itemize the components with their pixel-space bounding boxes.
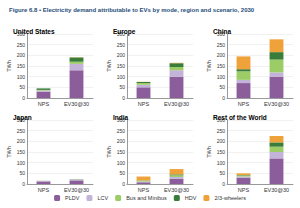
svg-text:India: India (113, 114, 129, 121)
svg-text:EV30@30: EV30@30 (264, 187, 289, 193)
svg-text:100: 100 (17, 160, 26, 166)
svg-text:250: 250 (117, 42, 126, 48)
svg-text:NPS: NPS (138, 187, 150, 193)
svg-text:250: 250 (217, 128, 226, 134)
svg-text:TWh: TWh (106, 60, 112, 72)
svg-text:EV30@30: EV30@30 (164, 101, 189, 107)
svg-text:200: 200 (17, 52, 26, 58)
svg-text:100: 100 (117, 160, 126, 166)
svg-text:TWh: TWh (206, 146, 212, 158)
svg-text:NPS: NPS (238, 101, 250, 107)
svg-text:Europe: Europe (113, 28, 136, 36)
svg-text:EV30@30: EV30@30 (264, 101, 289, 107)
svg-text:China: China (213, 28, 231, 35)
svg-text:250: 250 (17, 128, 26, 134)
svg-text:50: 50 (119, 170, 125, 176)
svg-text:100: 100 (117, 74, 126, 80)
svg-text:200: 200 (217, 138, 226, 144)
svg-text:0: 0 (222, 95, 225, 101)
svg-text:TWh: TWh (6, 60, 12, 72)
svg-text:150: 150 (217, 149, 226, 155)
svg-text:PLDV: PLDV (65, 195, 80, 201)
svg-text:LCV: LCV (97, 195, 108, 201)
svg-text:0: 0 (222, 181, 225, 187)
svg-text:50: 50 (119, 84, 125, 90)
svg-text:250: 250 (217, 42, 226, 48)
svg-text:NPS: NPS (38, 101, 50, 107)
svg-text:HDV: HDV (185, 195, 197, 201)
svg-text:150: 150 (217, 63, 226, 69)
svg-text:200: 200 (17, 138, 26, 144)
svg-text:NPS: NPS (138, 101, 150, 107)
svg-text:Figure 6.8 • Electricity deman: Figure 6.8 • Electricity demand attribut… (9, 7, 255, 13)
svg-text:EV30@30: EV30@30 (164, 187, 189, 193)
svg-text:EV30@30: EV30@30 (64, 187, 89, 193)
svg-text:150: 150 (117, 149, 126, 155)
svg-text:Japan: Japan (13, 114, 32, 122)
svg-text:100: 100 (217, 160, 226, 166)
svg-text:TWh: TWh (206, 60, 212, 72)
svg-text:250: 250 (117, 128, 126, 134)
svg-text:2/3-wheelers: 2/3-wheelers (214, 195, 246, 201)
svg-text:250: 250 (17, 42, 26, 48)
svg-text:Bus and Minibus: Bus and Minibus (126, 195, 167, 201)
svg-text:200: 200 (217, 52, 226, 58)
svg-text:50: 50 (219, 170, 225, 176)
svg-text:50: 50 (19, 84, 25, 90)
svg-text:150: 150 (17, 63, 26, 69)
svg-text:100: 100 (17, 74, 26, 80)
svg-text:0: 0 (22, 181, 25, 187)
svg-text:NPS: NPS (238, 187, 250, 193)
svg-text:0: 0 (22, 95, 25, 101)
svg-text:TWh: TWh (106, 146, 112, 158)
svg-text:TWh: TWh (6, 146, 12, 158)
svg-text:EV30@30: EV30@30 (64, 101, 89, 107)
svg-text:50: 50 (219, 84, 225, 90)
svg-text:150: 150 (117, 63, 126, 69)
svg-text:0: 0 (122, 181, 125, 187)
svg-text:0: 0 (122, 95, 125, 101)
svg-text:150: 150 (17, 149, 26, 155)
svg-text:United States: United States (13, 28, 55, 35)
svg-text:200: 200 (117, 138, 126, 144)
svg-text:50: 50 (19, 170, 25, 176)
svg-text:200: 200 (117, 52, 126, 58)
svg-text:100: 100 (217, 74, 226, 80)
svg-text:Rest of the World: Rest of the World (213, 114, 267, 121)
svg-text:NPS: NPS (38, 187, 50, 193)
